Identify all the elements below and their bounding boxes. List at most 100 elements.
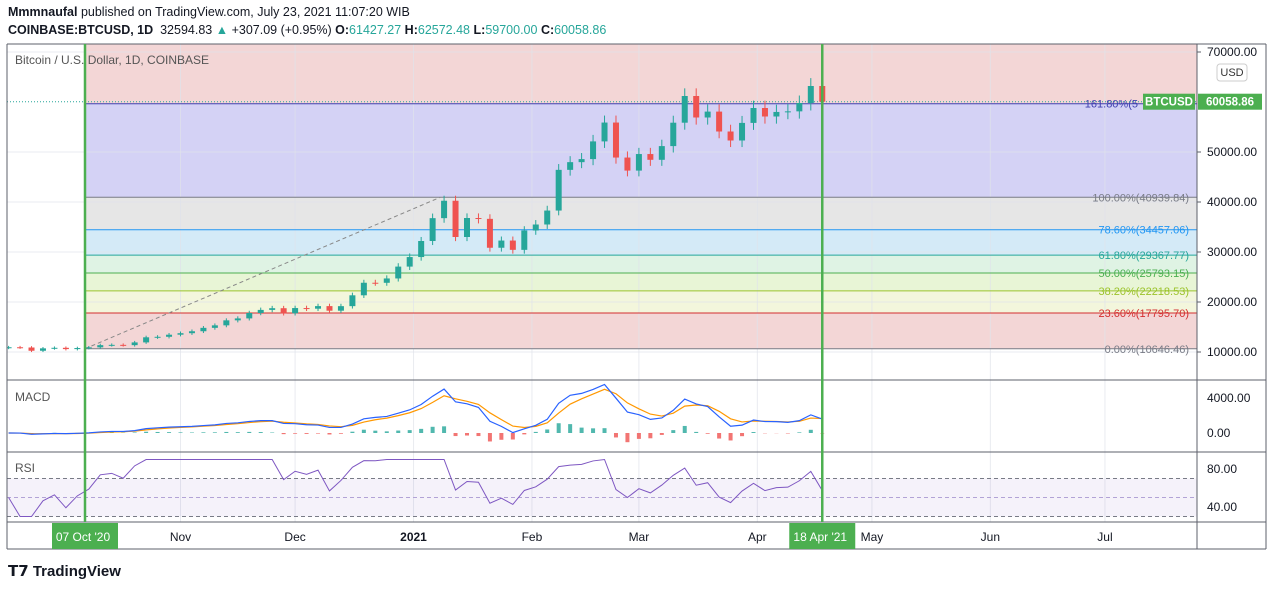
candle [486,218,493,248]
macd-histogram-bar [293,433,298,434]
macd-histogram-bar [373,430,378,433]
candle [612,122,619,158]
candle [716,111,723,132]
fib-zone-top [85,44,1197,104]
fib-level-label: 161.80%(5 [1085,99,1138,111]
rsi-title: RSI [15,461,35,475]
fib-zone [85,313,1197,349]
fib-level-label: 100.00%(40939.84) [1092,192,1189,204]
fib-level-label: 50.00%(25793.15) [1098,268,1189,280]
candle [51,347,58,349]
macd-histogram-bar [132,432,137,433]
candle [578,159,585,163]
macd-histogram-bar [522,433,527,435]
symbol-name: COINBASE:BTCUSD, 1D [8,23,154,37]
macd-histogram-bar [235,432,240,433]
macd-histogram-bar [396,430,401,433]
price-tick-label: 20000.00 [1207,295,1257,309]
candle [39,348,46,351]
macd-histogram-bar [705,433,710,434]
candle [555,169,562,211]
candle [521,230,528,250]
candle [257,309,264,313]
macd-histogram-bar [797,432,802,433]
macd-histogram-bar [419,428,424,433]
time-tick-label: Apr [748,530,767,544]
logo-text: TradingView [32,563,121,580]
macd-histogram-bar [556,423,561,433]
fib-zone [85,273,1197,291]
macd-histogram-bar [453,433,458,437]
candle [360,282,367,296]
candle [773,111,780,117]
macd-histogram-bar [201,432,206,433]
candle [601,122,608,142]
candle [418,241,425,258]
macd-histogram-bar [178,432,183,433]
macd-histogram-bar [465,433,469,436]
candle [108,344,115,346]
macd-histogram-bar [144,431,149,433]
high-value: 62572.48 [417,23,471,37]
candle [807,86,814,103]
candle [395,266,402,279]
macd-signal-line [8,388,823,435]
macd-histogram-bar [625,433,630,443]
candle [796,103,803,112]
macd-histogram-bar [751,432,756,433]
macd-histogram-bar [533,431,538,433]
macd-histogram-bar [281,433,286,435]
macd-histogram-bar [442,426,447,433]
fib-level-label: 0.00%(10646.46) [1105,344,1189,356]
fib-zone [85,255,1197,274]
macd-tick-label: 4000.00 [1207,391,1251,405]
macd-histogram-bar [224,431,229,433]
macd-histogram-bar [430,426,435,433]
author-name[interactable]: Mmmnaufal [8,5,78,19]
publish-text: published on TradingView.com, July 23, 2… [80,5,410,19]
macd-histogram-bar [602,428,607,433]
candle [166,334,173,337]
candle [188,331,195,334]
fib-zone [85,197,1197,230]
date-marker-badge [52,523,118,549]
candle [223,320,230,326]
macd-line [8,383,823,435]
macd-histogram-bar [487,433,492,442]
fib-zone [85,229,1197,256]
candle [475,218,482,219]
candle [177,333,184,335]
rsi-tick-label: 40.00 [1207,500,1237,514]
macd-tick-label: 0.00 [1207,426,1231,440]
macd-histogram-bar [682,425,687,433]
macd-histogram-bar [613,433,618,438]
candle [372,282,379,284]
candle [739,122,746,141]
candle [429,218,436,241]
candle [383,278,390,283]
low-label: L: [473,23,486,37]
price-tick-label: 40000.00 [1207,195,1257,209]
candle [234,318,241,321]
rsi-tick-label: 80.00 [1207,462,1237,476]
macd-histogram-bar [212,432,217,433]
candle [349,295,356,307]
currency-badge[interactable] [1216,63,1248,82]
macd-histogram-bar [545,429,550,433]
price-tick-label: 70000.00 [1207,45,1257,59]
time-tick-label: Jun [981,530,1000,544]
candle [704,111,711,118]
candle [532,224,539,231]
candle [74,348,81,350]
candle [154,336,161,338]
candle [246,313,253,319]
date-marker-label: 18 Apr '21 [793,530,847,544]
macd-histogram-bar [659,433,664,435]
candle [62,347,69,350]
macd-histogram-bar [591,428,596,433]
macd-histogram-bar [694,431,699,433]
macd-histogram-bar [304,433,309,434]
macd-title: MACD [15,390,51,404]
macd-histogram-bar [808,429,813,433]
